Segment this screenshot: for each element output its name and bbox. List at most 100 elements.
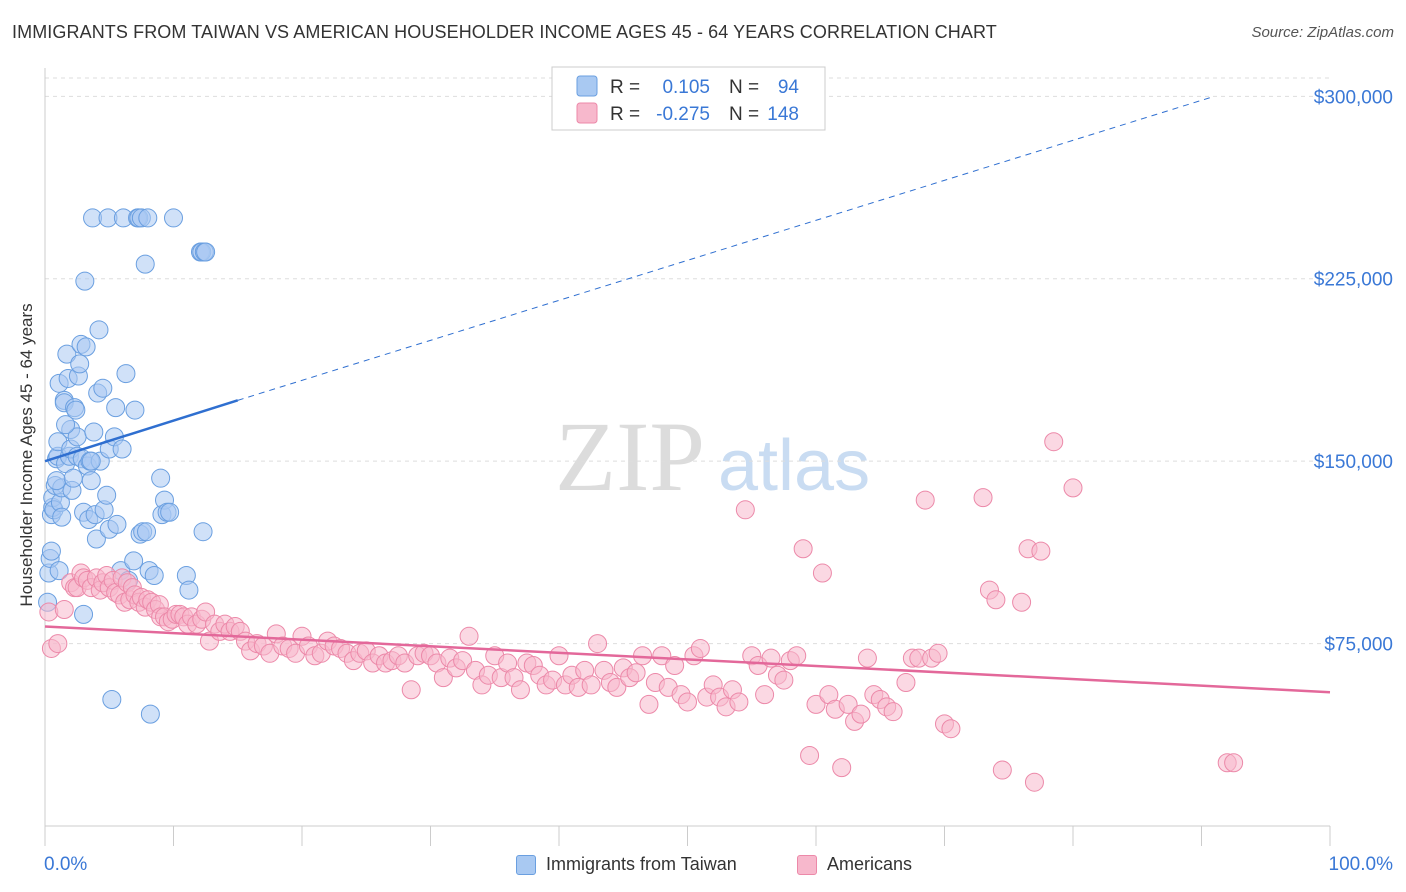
watermark: ZIP atlas [555,401,870,512]
legend-stats: R = 0.105 N = 94 R = -0.275 N = 148 [551,66,826,131]
data-point [626,663,646,683]
x-tick-label-min: 0.0% [44,854,87,875]
y-tick-label: $225,000 [1314,270,1393,291]
legend-n-value-1: 94 [778,77,800,98]
legend-r-value-1: 0.105 [662,77,710,98]
data-point [70,354,90,374]
data-point [832,758,852,778]
legend-item-taiwan: Immigrants from Taiwan [516,854,737,875]
data-point [74,604,94,624]
chart-title: IMMIGRANTS FROM TAIWAN VS AMERICAN HOUSE… [12,22,997,42]
legend-r-value-2: -0.275 [656,104,710,125]
axes [44,68,1331,846]
x-tick-label-max: 100.0% [1329,854,1394,875]
data-point [735,500,755,520]
legend-swatch-blue [576,75,598,97]
data-point [54,600,74,620]
data-point [89,320,109,340]
data-point [66,400,86,420]
data-point [992,760,1012,780]
legend-label-americans: Americans [827,854,913,874]
data-point [973,488,993,508]
data-point [883,702,903,722]
data-point [401,680,421,700]
data-point [75,271,95,291]
data-point [164,208,183,228]
legend-item-americans: Americans [797,854,912,875]
data-point [787,646,807,666]
data-point [690,638,710,658]
data-point [793,539,813,559]
data-point [57,344,77,364]
data-point [84,422,104,442]
data-point [652,646,672,666]
data-point [193,522,213,542]
data-point [107,514,127,534]
data-point [112,439,132,459]
data-point [857,648,877,668]
y-tick-label: $150,000 [1314,452,1393,473]
data-point [140,704,160,724]
data-point [459,626,479,646]
x-tick-labels: 0.0% 100.0% [44,854,1393,875]
data-point [63,468,83,488]
legend-n-label-1: N = [729,77,759,98]
data-point [144,565,164,585]
data-point [928,643,948,663]
data-point [433,668,453,688]
data-point [49,561,69,581]
data-point [549,646,569,666]
data-point [838,694,858,714]
data-point [851,704,871,724]
legend-n-label-2: N = [729,104,759,125]
data-point [102,690,122,710]
series-americans [39,432,1244,792]
legend-r-label-1: R = [610,77,640,98]
data-point [41,541,61,561]
data-point [812,563,832,583]
legend-r-label-2: R = [610,104,640,125]
data-point [1063,478,1083,498]
data-point [48,634,68,654]
trend-line-americans [44,625,1331,694]
data-point [639,694,659,714]
legend-swatch-pink [576,102,598,124]
data-point [806,694,826,714]
data-point [1024,772,1044,792]
data-point [1044,432,1064,452]
series-immigrants-from-taiwan [38,208,216,724]
data-point [125,400,145,420]
data-point [986,590,1006,610]
data-point [93,378,113,398]
data-point [510,680,530,700]
legend-n-value-2: 148 [767,104,799,125]
data-point [1224,753,1244,773]
legend-swatch-americans [797,854,817,875]
y-tick-label: $75,000 [1324,635,1393,656]
data-point [135,254,155,274]
data-point [588,634,608,654]
data-point [665,655,685,675]
legend-label-taiwan: Immigrants from Taiwan [546,854,737,874]
legend-bottom: Immigrants from Taiwan Americans [0,850,1406,880]
data-point [179,580,199,600]
data-point [1012,592,1032,612]
data-point [607,677,627,697]
data-point [678,692,697,712]
legend-swatch-taiwan [516,854,536,875]
data-point [151,468,171,488]
data-point [106,398,126,418]
data-point [755,685,775,705]
source-label: Source: ZipAtlas.com [1251,24,1394,41]
watermark-atlas: atlas [718,426,870,506]
data-point [581,675,601,695]
data-point [896,672,916,692]
data-point [941,719,961,739]
data-point [124,551,144,571]
data-point [138,208,158,228]
data-point [52,507,72,527]
data-point [76,337,96,357]
data-point [86,529,106,549]
data-point [729,692,749,712]
data-point [81,471,101,491]
